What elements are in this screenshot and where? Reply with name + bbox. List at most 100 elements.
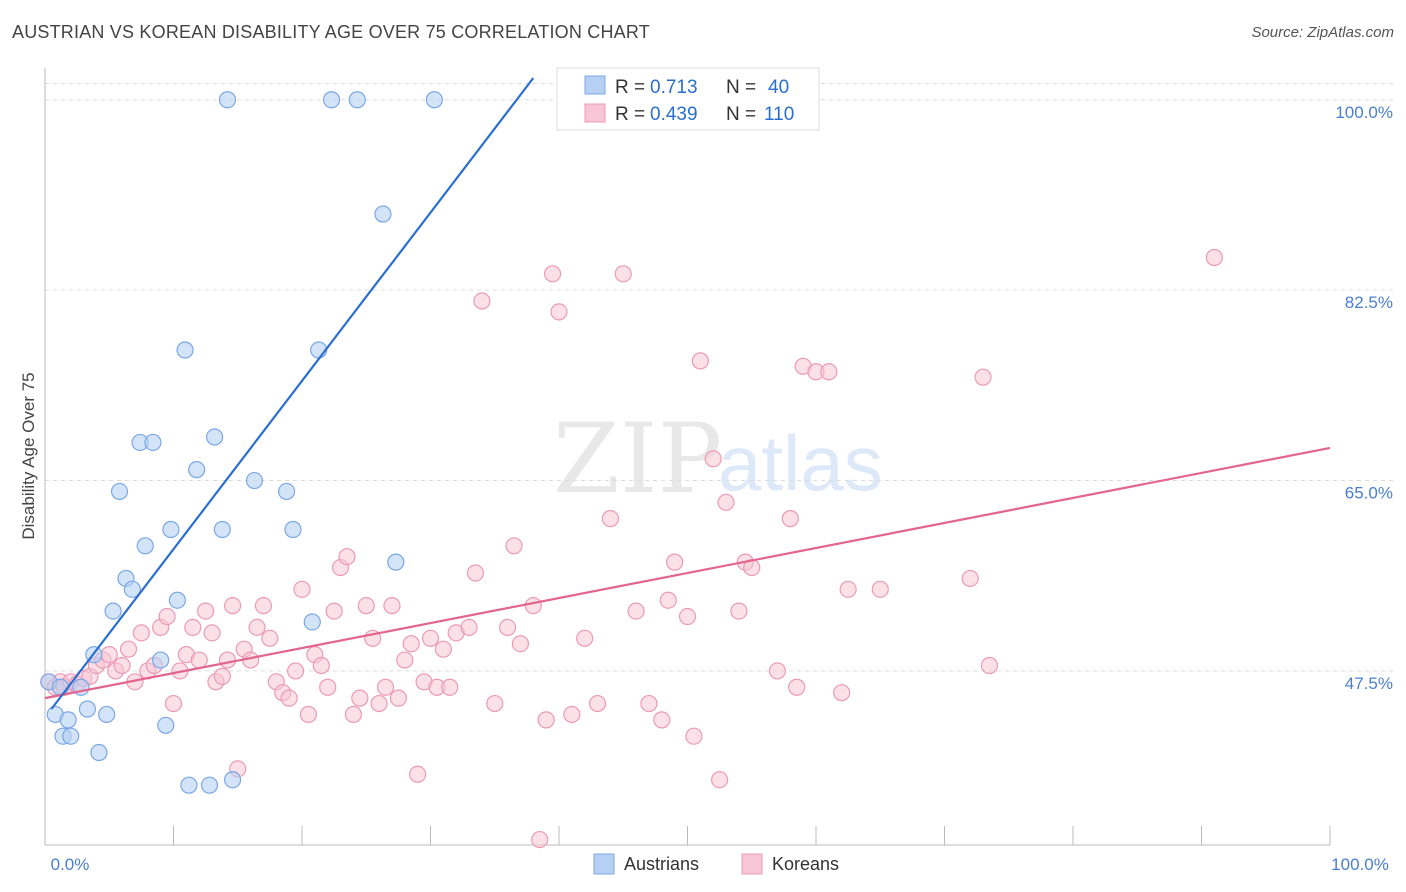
austrian-point bbox=[213, 520, 231, 539]
austrian-point bbox=[110, 482, 129, 501]
austrian-point bbox=[425, 91, 443, 109]
austrian-point bbox=[224, 771, 242, 789]
korean-point bbox=[601, 510, 620, 528]
korean-point bbox=[627, 602, 645, 620]
korean-point bbox=[711, 771, 729, 789]
korean-point bbox=[286, 662, 305, 680]
korean-point bbox=[344, 705, 362, 724]
korean-point bbox=[280, 689, 298, 707]
korean-point bbox=[505, 537, 523, 555]
korean-point bbox=[224, 597, 242, 615]
austrian-point bbox=[200, 776, 219, 794]
korean-point bbox=[961, 569, 979, 588]
korean-point bbox=[460, 618, 478, 637]
austrian-point bbox=[59, 711, 77, 729]
korean-point bbox=[833, 684, 851, 702]
stats-r-label-austrians: R = bbox=[615, 77, 645, 98]
korean-point bbox=[218, 651, 237, 669]
stats-n-value-austrians: 40 bbox=[768, 77, 789, 98]
stats-swatch-austrians bbox=[584, 75, 606, 95]
korean-point bbox=[980, 656, 999, 675]
stats-n-label-koreans: N = bbox=[726, 104, 756, 125]
korean-point bbox=[190, 651, 208, 669]
x-tick-label-max: 100.0% bbox=[1331, 855, 1389, 874]
korean-point bbox=[409, 765, 427, 783]
stats-r-value-koreans: 0.439 bbox=[650, 104, 698, 125]
series-legend: Austrians Koreans bbox=[593, 853, 839, 875]
korean-point bbox=[1205, 248, 1223, 267]
austrian-point bbox=[168, 591, 186, 609]
korean-point bbox=[441, 678, 459, 696]
korean-point bbox=[730, 602, 748, 620]
korean-point bbox=[576, 629, 594, 647]
korean-point bbox=[164, 694, 183, 713]
y-tick-label: 65.0% bbox=[1345, 484, 1393, 503]
korean-point bbox=[396, 651, 414, 669]
stats-legend: R = 0.713 N = 40 R = 0.439 N = 110 bbox=[556, 67, 820, 131]
austrian-point bbox=[218, 91, 237, 109]
austrian-point bbox=[245, 471, 264, 490]
gridlines bbox=[45, 82, 1395, 672]
austrian-point bbox=[180, 776, 198, 794]
koreans-points bbox=[40, 248, 1223, 849]
y-tick-labels: 47.5% 65.0% 82.5% 100.0% bbox=[1335, 103, 1393, 693]
korean-point bbox=[376, 678, 395, 696]
austrian-point bbox=[62, 727, 80, 745]
korean-point bbox=[511, 635, 530, 653]
korean-point bbox=[717, 493, 735, 511]
korean-point bbox=[203, 624, 221, 642]
watermark-zip: ZIP bbox=[553, 403, 722, 515]
korean-point bbox=[370, 694, 388, 713]
stats-n-label-austrians: N = bbox=[726, 77, 756, 98]
korean-point bbox=[197, 602, 215, 620]
austrian-point bbox=[188, 461, 206, 479]
korean-point bbox=[213, 667, 231, 685]
korean-point bbox=[325, 602, 343, 620]
korean-point bbox=[466, 564, 485, 582]
korean-point bbox=[351, 689, 369, 707]
korean-point bbox=[550, 303, 568, 321]
korean-point bbox=[248, 618, 266, 637]
korean-point bbox=[531, 830, 549, 849]
y-tick-label: 82.5% bbox=[1345, 293, 1393, 312]
austrian-point bbox=[374, 205, 392, 223]
korean-point bbox=[473, 292, 491, 310]
austrian-point bbox=[136, 537, 154, 555]
stats-n-value-koreans: 110 bbox=[764, 104, 794, 125]
watermark-atlas: atlas bbox=[718, 419, 883, 507]
korean-point bbox=[113, 656, 131, 675]
korean-point bbox=[666, 553, 684, 571]
x-tick-label-min: 0.0% bbox=[51, 855, 90, 874]
legend-label-koreans: Koreans bbox=[772, 854, 839, 874]
korean-point bbox=[704, 450, 722, 468]
korean-point bbox=[261, 629, 279, 647]
korean-point bbox=[293, 580, 311, 598]
korean-point bbox=[499, 618, 517, 637]
korean-point bbox=[640, 694, 658, 713]
austrian-point bbox=[98, 705, 116, 724]
korean-point bbox=[357, 597, 375, 615]
korean-point bbox=[299, 705, 318, 724]
austrian-point bbox=[387, 553, 405, 571]
chart-title: AUSTRIAN VS KOREAN DISABILITY AGE OVER 7… bbox=[12, 22, 650, 42]
korean-point bbox=[871, 580, 889, 598]
austrian-point bbox=[206, 428, 224, 446]
source-label: Source: ZipAtlas.com bbox=[1251, 24, 1394, 41]
trend-line-koreans bbox=[44, 446, 1331, 700]
korean-point bbox=[319, 678, 337, 696]
austrian-point bbox=[176, 341, 194, 359]
korean-point bbox=[100, 646, 118, 664]
stats-r-value-austrians: 0.713 bbox=[650, 77, 698, 98]
korean-point bbox=[383, 597, 401, 615]
legend-label-austrians: Austrians bbox=[624, 854, 699, 874]
korean-point bbox=[312, 656, 330, 675]
korean-point bbox=[563, 705, 581, 724]
korean-point bbox=[588, 694, 607, 713]
korean-point bbox=[402, 635, 420, 653]
austrian-point bbox=[277, 482, 296, 501]
y-axis-label: Disability Age Over 75 bbox=[19, 372, 38, 539]
austrian-point bbox=[152, 651, 170, 669]
korean-point bbox=[691, 352, 709, 370]
korean-point bbox=[184, 618, 202, 637]
